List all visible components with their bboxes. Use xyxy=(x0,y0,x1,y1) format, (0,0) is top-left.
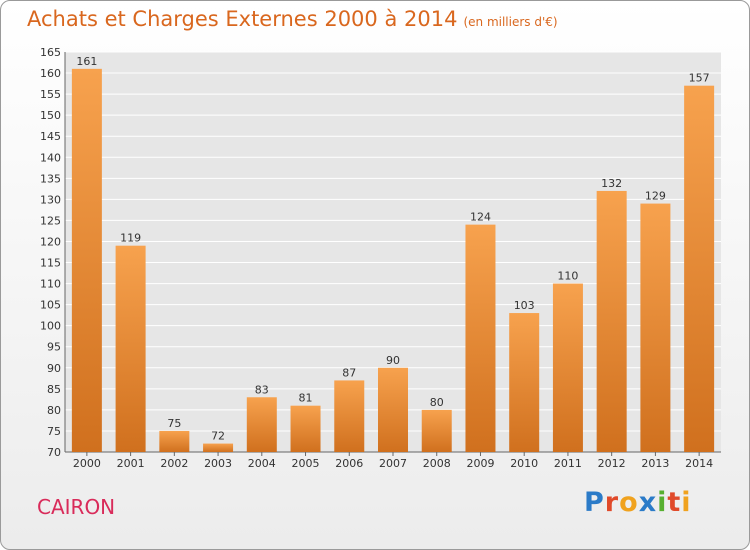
bar xyxy=(115,245,146,452)
bar-value-label: 90 xyxy=(386,354,400,367)
unit-note: (en milliers d'€) xyxy=(463,15,558,29)
x-tick-label: 2013 xyxy=(641,457,669,470)
bar-value-label: 103 xyxy=(514,299,535,312)
bar xyxy=(421,409,452,452)
y-tick-label: 145 xyxy=(40,130,61,143)
commune-name: CAIRON xyxy=(37,495,116,519)
bar xyxy=(378,367,408,452)
y-tick-label: 85 xyxy=(47,383,61,396)
x-tick-label: 2010 xyxy=(510,457,538,470)
bar xyxy=(596,190,627,452)
bar xyxy=(203,443,234,452)
y-tick-label: 100 xyxy=(40,320,61,333)
bar-value-label: 72 xyxy=(211,430,225,443)
bar-value-label: 80 xyxy=(430,396,444,409)
y-tick-label: 140 xyxy=(40,151,61,164)
x-tick-label: 2002 xyxy=(160,457,188,470)
x-tick-label: 2003 xyxy=(204,457,232,470)
y-tick-label: 125 xyxy=(40,214,61,227)
y-tick-label: 95 xyxy=(47,341,61,354)
x-tick-label: 2007 xyxy=(379,457,407,470)
x-tick-label: 2014 xyxy=(685,457,713,470)
x-tick-label: 2000 xyxy=(73,457,101,470)
y-tick-label: 120 xyxy=(40,235,61,248)
x-tick-label: 2006 xyxy=(335,457,363,470)
bar-value-label: 110 xyxy=(557,270,578,283)
logo-letter: i xyxy=(681,487,692,518)
bar-value-label: 132 xyxy=(601,177,622,190)
bar-value-label: 161 xyxy=(76,55,97,68)
y-tick-label: 135 xyxy=(40,172,61,185)
y-tick-label: 75 xyxy=(47,425,61,438)
x-tick-label: 2011 xyxy=(554,457,582,470)
logo-letter: P xyxy=(584,487,605,518)
x-tick-label: 2005 xyxy=(292,457,320,470)
y-tick-label: 150 xyxy=(40,109,61,122)
bar-value-label: 124 xyxy=(470,211,491,224)
y-tick-label: 70 xyxy=(47,446,61,459)
bar xyxy=(640,203,671,452)
chart-title: Achats et Charges Externes 2000 à 2014 (e… xyxy=(27,7,558,31)
y-tick-label: 105 xyxy=(40,299,61,312)
y-tick-label: 130 xyxy=(40,193,61,206)
x-tick-label: 2008 xyxy=(423,457,451,470)
y-tick-label: 110 xyxy=(40,278,61,291)
bar xyxy=(465,224,496,452)
bar-value-label: 119 xyxy=(120,232,141,245)
y-tick-label: 165 xyxy=(40,46,61,59)
logo-letter: o xyxy=(619,487,639,518)
bar-value-label: 81 xyxy=(299,392,313,405)
logo-letter: r xyxy=(604,487,620,518)
bar xyxy=(290,405,321,452)
bar-value-label: 87 xyxy=(342,366,356,379)
bar xyxy=(334,380,365,452)
x-tick-label: 2009 xyxy=(466,457,494,470)
y-tick-label: 155 xyxy=(40,88,61,101)
y-tick-label: 80 xyxy=(47,404,61,417)
title-text: Achats et Charges Externes 2000 à 2014 xyxy=(27,7,458,31)
bar-value-label: 83 xyxy=(255,383,269,396)
bar-value-label: 157 xyxy=(689,72,710,85)
bar xyxy=(552,283,583,452)
y-tick-label: 90 xyxy=(47,362,61,375)
bar-value-label: 129 xyxy=(645,190,666,203)
y-tick-label: 115 xyxy=(40,257,61,270)
bar xyxy=(71,68,102,452)
bar xyxy=(159,430,190,452)
x-tick-label: 2012 xyxy=(598,457,626,470)
bar xyxy=(246,397,277,452)
logo-letter: x xyxy=(638,487,658,518)
proxiti-logo: Proxiti xyxy=(584,487,692,518)
bar xyxy=(684,85,715,453)
bar xyxy=(509,313,540,452)
x-tick-label: 2004 xyxy=(248,457,276,470)
y-tick-label: 160 xyxy=(40,67,61,80)
logo-letter: t xyxy=(667,487,682,518)
x-tick-label: 2001 xyxy=(117,457,145,470)
bar-value-label: 75 xyxy=(167,417,181,430)
logo-letter: i xyxy=(657,487,668,518)
